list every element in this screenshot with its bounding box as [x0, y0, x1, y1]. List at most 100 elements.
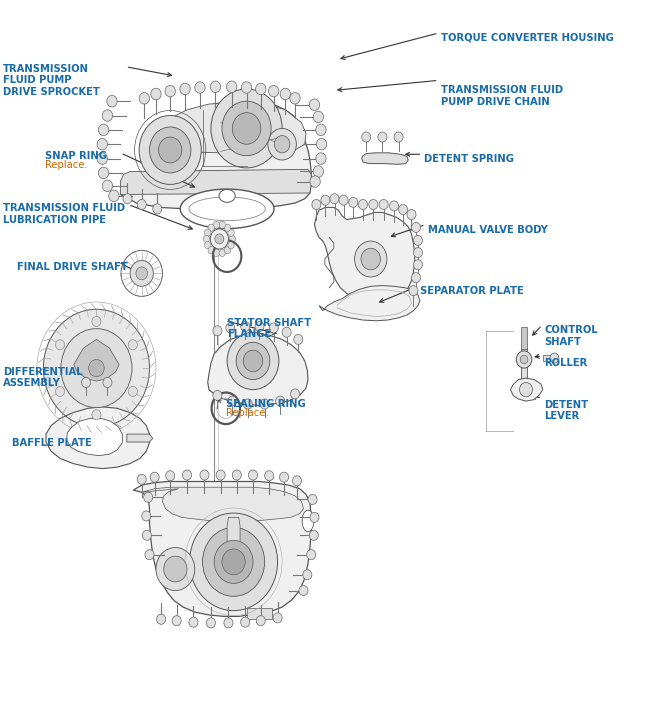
Text: DETENT SPRING: DETENT SPRING: [424, 155, 515, 164]
Circle shape: [255, 83, 266, 95]
Circle shape: [310, 175, 320, 187]
Text: FINAL DRIVE SHAFT: FINAL DRIVE SHAFT: [17, 262, 128, 272]
Polygon shape: [511, 378, 543, 401]
Circle shape: [228, 396, 237, 406]
Polygon shape: [120, 170, 311, 194]
Circle shape: [208, 247, 215, 254]
Circle shape: [339, 195, 348, 205]
Circle shape: [213, 390, 222, 400]
Circle shape: [157, 614, 166, 624]
Circle shape: [164, 556, 187, 582]
Polygon shape: [134, 482, 311, 616]
Circle shape: [149, 127, 191, 173]
Circle shape: [394, 132, 403, 142]
Circle shape: [97, 153, 107, 165]
Ellipse shape: [180, 189, 274, 229]
Circle shape: [128, 340, 138, 350]
Circle shape: [222, 549, 245, 574]
Ellipse shape: [189, 197, 265, 221]
Polygon shape: [141, 487, 303, 521]
Circle shape: [166, 471, 175, 481]
Circle shape: [293, 334, 303, 344]
Circle shape: [226, 81, 237, 93]
Ellipse shape: [219, 189, 235, 202]
Circle shape: [219, 249, 226, 257]
Circle shape: [211, 89, 282, 168]
Circle shape: [228, 242, 234, 249]
Text: DETENT
LEVER: DETENT LEVER: [544, 400, 588, 421]
Circle shape: [309, 99, 320, 111]
Circle shape: [138, 475, 146, 485]
Circle shape: [349, 197, 358, 207]
Circle shape: [232, 113, 261, 145]
Circle shape: [151, 88, 161, 100]
Polygon shape: [127, 434, 153, 442]
Text: MANUAL VALVE BODY: MANUAL VALVE BODY: [428, 224, 547, 234]
Circle shape: [308, 495, 317, 505]
Bar: [522, 348, 526, 397]
Circle shape: [213, 221, 220, 229]
Polygon shape: [66, 418, 122, 456]
Circle shape: [195, 82, 205, 93]
Circle shape: [228, 229, 234, 237]
Circle shape: [226, 323, 235, 333]
Bar: [543, 355, 555, 361]
Circle shape: [241, 617, 250, 627]
Text: TRANSMISSION
FLUID PUMP
DRIVE SPROCKET: TRANSMISSION FLUID PUMP DRIVE SPROCKET: [3, 64, 99, 97]
Circle shape: [321, 195, 330, 205]
Circle shape: [55, 386, 64, 396]
Circle shape: [292, 476, 301, 486]
Text: TRANSMISSION FLUID
LUBRICATION PIPE: TRANSMISSION FLUID LUBRICATION PIPE: [3, 203, 125, 224]
Circle shape: [256, 615, 265, 626]
Circle shape: [368, 199, 378, 209]
Circle shape: [260, 399, 269, 409]
Circle shape: [274, 136, 290, 153]
Polygon shape: [319, 285, 420, 321]
Circle shape: [550, 353, 559, 363]
Circle shape: [200, 470, 209, 480]
Circle shape: [205, 242, 211, 249]
Circle shape: [265, 471, 274, 481]
Circle shape: [61, 329, 132, 408]
Circle shape: [99, 168, 109, 178]
Circle shape: [190, 513, 278, 610]
Circle shape: [229, 235, 236, 242]
Polygon shape: [315, 207, 415, 303]
Circle shape: [143, 493, 153, 503]
Circle shape: [291, 389, 299, 399]
Circle shape: [520, 355, 528, 364]
Circle shape: [182, 470, 191, 480]
Circle shape: [145, 549, 154, 559]
Circle shape: [211, 229, 228, 249]
Circle shape: [316, 124, 326, 136]
Circle shape: [92, 410, 101, 420]
Circle shape: [241, 321, 250, 331]
Circle shape: [268, 129, 296, 160]
Circle shape: [282, 327, 291, 337]
Circle shape: [280, 472, 289, 482]
Circle shape: [290, 93, 300, 104]
Text: SNAP RING: SNAP RING: [45, 152, 107, 161]
Polygon shape: [46, 407, 149, 469]
Text: STATOR SHAFT
FLANGE: STATOR SHAFT FLANGE: [227, 318, 311, 339]
Circle shape: [139, 116, 201, 184]
Circle shape: [313, 166, 324, 177]
Circle shape: [102, 180, 113, 191]
Circle shape: [330, 193, 339, 203]
Circle shape: [89, 360, 104, 377]
Circle shape: [92, 316, 101, 326]
Circle shape: [180, 83, 190, 95]
Circle shape: [243, 399, 253, 409]
Circle shape: [307, 549, 316, 559]
Circle shape: [159, 137, 182, 163]
Circle shape: [55, 340, 64, 350]
Bar: [522, 327, 526, 349]
Circle shape: [82, 377, 91, 388]
Circle shape: [207, 618, 215, 628]
Text: Replace.: Replace.: [45, 160, 88, 170]
Circle shape: [213, 326, 222, 336]
Circle shape: [203, 528, 265, 596]
Circle shape: [413, 260, 422, 270]
Circle shape: [303, 569, 312, 580]
Polygon shape: [155, 103, 306, 153]
